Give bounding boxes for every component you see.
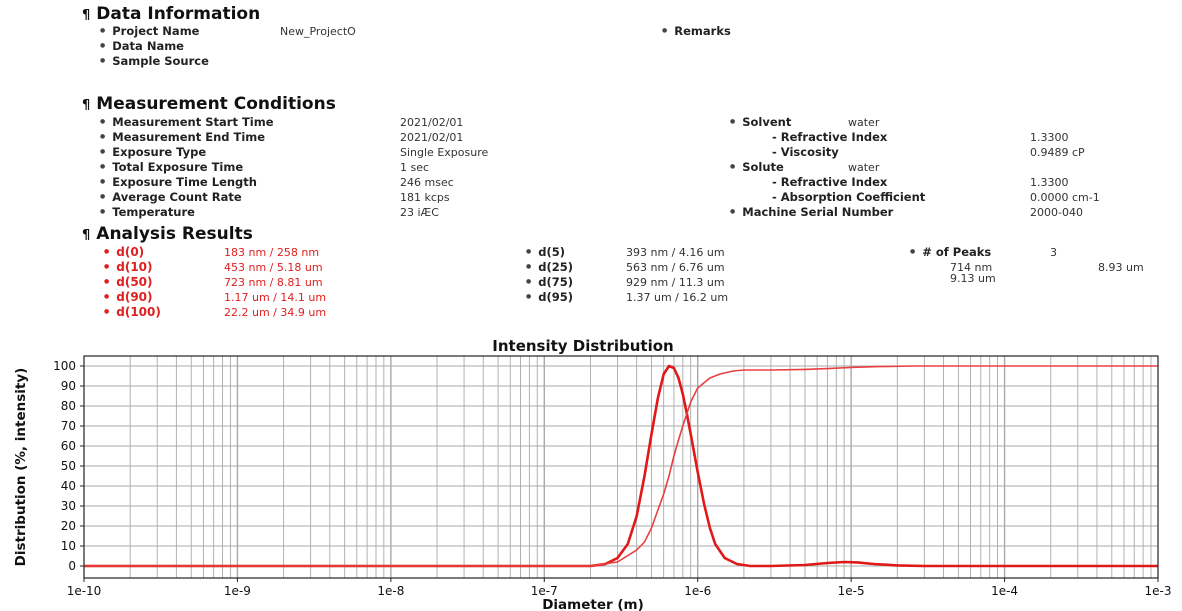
- y-tick-label: 0: [68, 559, 76, 573]
- solvent-refractive-index-label: - Refractive Index: [772, 130, 888, 144]
- x-tick-label: 1e-5: [838, 584, 865, 598]
- plot-frame: [83, 355, 1159, 579]
- x-tick-label: 1e-8: [377, 584, 404, 598]
- peak-value-2: 8.93 um: [1098, 261, 1144, 274]
- data-information-header: ¶ Data Information: [82, 4, 260, 24]
- x-ticks-layer: 1e-10 1e-9 1e-8 1e-7 1e-6 1e-5 1e-4 1e-3: [67, 578, 1172, 598]
- analysis-result-label: d(0): [104, 245, 144, 259]
- x-tick-label: 1e-10: [67, 584, 102, 598]
- peak-value-1: 714 nm: [950, 261, 993, 274]
- y-axis-label: Distribution (%, intensity): [13, 368, 29, 567]
- measurement-conditions-header: ¶ Measurement Conditions: [82, 94, 336, 114]
- y-tick-label: 100: [53, 359, 76, 373]
- analysis-result-label: d(50): [104, 275, 152, 289]
- x-tick-label: 1e-7: [531, 584, 558, 598]
- pilcrow-icon: ¶: [82, 98, 91, 113]
- series-layer: [84, 364, 1158, 568]
- measurement-condition-value: 23 iÆC: [400, 206, 439, 219]
- data-name-label: Data Name: [100, 39, 184, 53]
- x-tick-label: 1e-9: [224, 584, 251, 598]
- machine-serial-number-label: Machine Serial Number: [730, 205, 893, 219]
- analysis-result-value: 1.17 um / 14.1 um: [224, 291, 327, 304]
- y-tick-label: 90: [61, 379, 76, 393]
- analysis-results-header: ¶ Analysis Results: [82, 224, 253, 244]
- analysis-results-title: Analysis Results: [96, 224, 253, 244]
- absorption-coefficient-label: - Absorption Coefficient: [772, 190, 926, 204]
- analysis-result-value: 563 nm / 6.76 um: [626, 261, 725, 274]
- viscosity-value: 0.9489 cP: [1030, 146, 1085, 159]
- y-tick-label: 10: [61, 539, 76, 553]
- y-tick-label: 40: [61, 479, 76, 493]
- project-name-value: New_ProjectO: [280, 25, 356, 38]
- y-tick-label: 70: [61, 419, 76, 433]
- solvent-label: Solvent: [730, 115, 791, 129]
- x-tick-label: 1e-4: [991, 584, 1018, 598]
- analysis-result-label: d(90): [104, 290, 152, 304]
- pilcrow-icon: ¶: [82, 228, 91, 243]
- analysis-result-value: 723 nm / 8.81 um: [224, 276, 323, 289]
- analysis-result-value: 22.2 um / 34.9 um: [224, 306, 327, 319]
- measurement-condition-value: Single Exposure: [400, 146, 489, 159]
- analysis-result-label: d(10): [104, 260, 152, 274]
- solvent-refractive-index-value: 1.3300: [1030, 131, 1069, 144]
- measurement-condition-value: 181 kcps: [400, 191, 450, 204]
- x-axis-label: Diameter (m): [542, 597, 644, 611]
- y-tick-label: 20: [61, 519, 76, 533]
- measurement-condition-value: 1 sec: [400, 161, 430, 174]
- sample-source-label: Sample Source: [100, 54, 209, 68]
- y-ticks-layer: 0 10 20 30 40 50 60 70 80 90 100: [53, 359, 84, 573]
- solute-refractive-index-value: 1.3300: [1030, 176, 1069, 189]
- solute-label: Solute: [730, 160, 784, 174]
- analysis-result-value: 1.37 um / 16.2 um: [626, 291, 729, 304]
- measurement-condition-label: Measurement Start Time: [100, 115, 273, 129]
- measurement-condition-label: Temperature: [100, 205, 195, 219]
- measurement-condition-label: Total Exposure Time: [100, 160, 243, 174]
- analysis-result-label: d(75): [526, 275, 573, 289]
- analysis-result-value: 929 nm / 11.3 um: [626, 276, 725, 289]
- analysis-result-value: 453 nm / 5.18 um: [224, 261, 323, 274]
- data-information-title: Data Information: [96, 4, 261, 24]
- solvent-value: water: [848, 116, 880, 129]
- analysis-result-label: d(100): [104, 305, 161, 319]
- absorption-coefficient-value: 0.0000 cm-1: [1030, 191, 1100, 204]
- pilcrow-icon: ¶: [82, 8, 91, 23]
- project-name-label: Project Name: [100, 24, 199, 38]
- peak-value-3: 9.13 um: [950, 272, 996, 285]
- measurement-condition-label: Exposure Time Length: [100, 175, 257, 189]
- chart-title: Intensity Distribution: [492, 337, 673, 355]
- x-tick-label: 1e-6: [684, 584, 711, 598]
- solute-refractive-index-label: - Refractive Index: [772, 175, 888, 189]
- cumulative-series-line: [84, 365, 1158, 567]
- number-of-peaks-label: # of Peaks: [910, 245, 991, 259]
- analysis-result-value: 393 nm / 4.16 um: [626, 246, 725, 259]
- measurement-condition-value: 2021/02/01: [400, 131, 464, 144]
- y-tick-label: 60: [61, 439, 76, 453]
- analysis-result-label: d(25): [526, 260, 573, 274]
- distribution-series-line: [84, 364, 1158, 568]
- viscosity-label: - Viscosity: [772, 145, 839, 159]
- y-tick-label: 30: [61, 499, 76, 513]
- machine-serial-number-value: 2000-040: [1030, 206, 1083, 219]
- measurement-condition-value: 2021/02/01: [400, 116, 464, 129]
- measurement-conditions-title: Measurement Conditions: [96, 94, 336, 114]
- x-tick-label: 1e-3: [1145, 584, 1172, 598]
- number-of-peaks-value: 3: [1050, 246, 1057, 259]
- analysis-result-value: 183 nm / 258 nm: [224, 246, 320, 259]
- grid-layer: [84, 356, 1158, 578]
- y-tick-label: 50: [61, 459, 76, 473]
- measurement-condition-label: Measurement End Time: [100, 130, 265, 144]
- measurement-condition-value: 246 msec: [400, 176, 454, 189]
- measurement-condition-label: Exposure Type: [100, 145, 206, 159]
- measurement-condition-label: Average Count Rate: [100, 190, 241, 204]
- analysis-result-label: d(95): [526, 290, 573, 304]
- remarks-label: Remarks: [662, 24, 731, 38]
- analysis-result-label: d(5): [526, 245, 565, 259]
- y-tick-label: 80: [61, 399, 76, 413]
- solute-value: water: [848, 161, 880, 174]
